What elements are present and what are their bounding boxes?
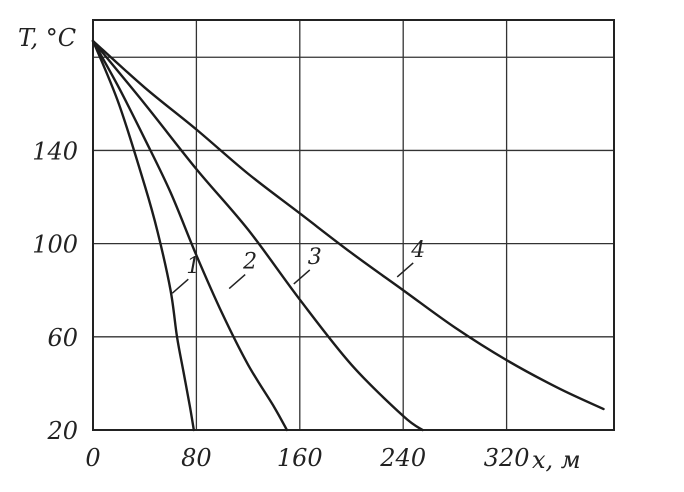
y-tick-label: 100 xyxy=(32,231,78,259)
curve-label-3: 3 xyxy=(308,245,322,270)
x-tick-label: 320 xyxy=(484,444,530,472)
y-tick-label: 60 xyxy=(47,324,78,352)
curve-label-1: 1 xyxy=(186,254,200,279)
curve-label-leader xyxy=(171,278,189,294)
curve-label-leader xyxy=(228,274,246,290)
x-tick-label: 240 xyxy=(379,444,426,472)
series-group xyxy=(91,39,605,432)
y-tick-label: 20 xyxy=(46,417,78,445)
series-line-3 xyxy=(91,39,424,432)
plot-frame xyxy=(92,19,615,431)
grid xyxy=(93,20,614,430)
x-tick-label: 0 xyxy=(85,444,100,472)
x-axis-label: x, м xyxy=(532,446,581,474)
curve-label-4: 4 xyxy=(410,238,425,263)
x-tick-label: 160 xyxy=(277,444,323,472)
tick-labels: 0 80 160 240 320 20 60 100 140 xyxy=(32,137,529,472)
series-line-4 xyxy=(91,39,605,411)
curve-label-2: 2 xyxy=(242,250,257,275)
curve-label-leader xyxy=(396,262,414,278)
y-axis-label: T, °C xyxy=(18,24,76,52)
y-tick-label: 140 xyxy=(32,137,78,165)
x-tick-label: 80 xyxy=(181,444,212,472)
series-line-2 xyxy=(91,39,289,432)
curve-labels: 1 2 3 4 xyxy=(171,238,425,294)
axes xyxy=(92,19,615,431)
curve-label-leader xyxy=(293,269,311,285)
series-line-1 xyxy=(91,39,196,432)
